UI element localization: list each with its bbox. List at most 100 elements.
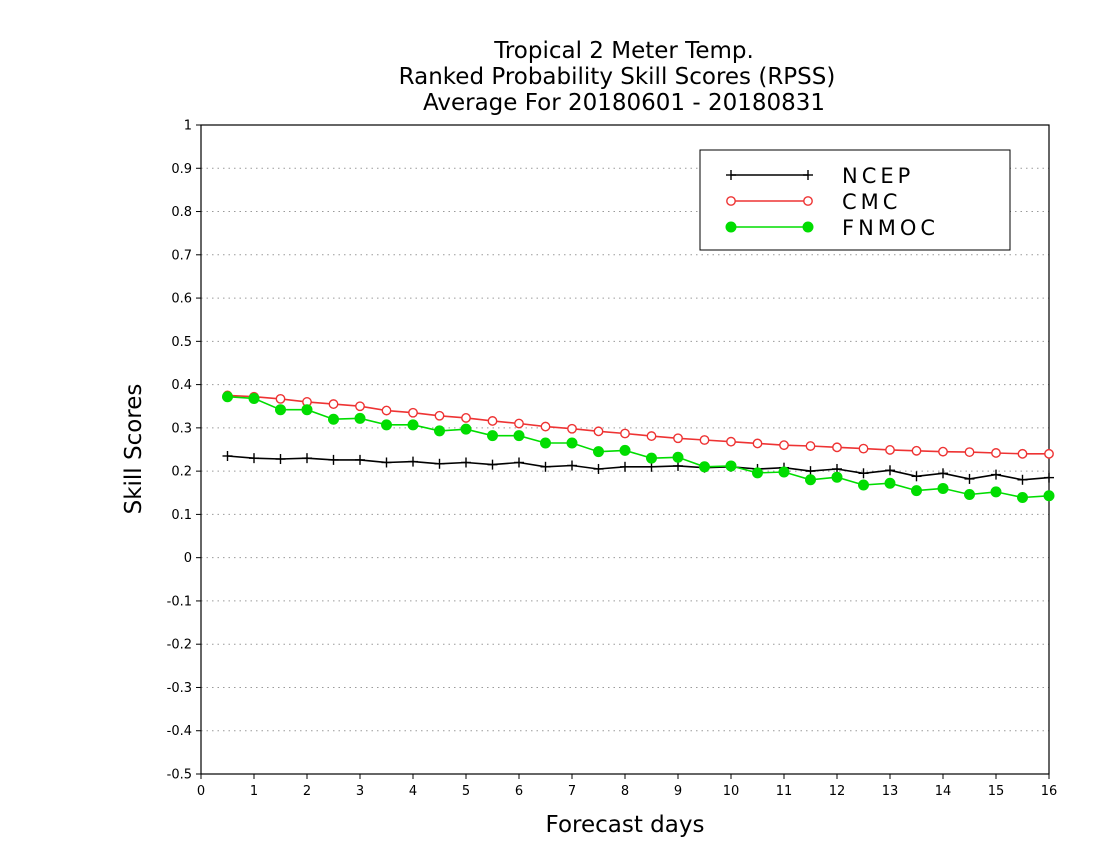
cmc-point	[805, 441, 816, 451]
x-tick-label: 10	[723, 784, 740, 799]
y-tick-label: 0.4	[171, 378, 192, 393]
ncep-point	[434, 458, 445, 469]
cmc-point	[885, 445, 895, 455]
y-tick-label: 0.5	[171, 335, 192, 350]
x-tick-label: 11	[776, 784, 793, 799]
fnmoc-point	[805, 474, 816, 486]
data-series	[222, 390, 1055, 504]
ncep-point	[249, 453, 259, 464]
legend-fnmoc-point	[802, 221, 814, 233]
cmc-point	[461, 413, 471, 423]
fnmoc-point	[964, 488, 975, 500]
fnmoc-point	[593, 446, 604, 458]
fnmoc-point	[275, 404, 286, 416]
ncep-point	[514, 457, 524, 468]
fnmoc-point	[937, 482, 949, 494]
ncep-point	[408, 456, 418, 467]
x-tick-label: 9	[674, 784, 682, 799]
x-tick-label: 8	[621, 784, 629, 799]
series-line-cmc	[227, 394, 1049, 455]
ncep-point	[593, 463, 604, 474]
cmc-point	[858, 443, 869, 454]
fnmoc-point	[858, 479, 869, 491]
ncep-point	[1017, 474, 1028, 485]
fnmoc-point	[778, 466, 790, 478]
ncep-point	[938, 468, 948, 479]
x-tick-label: 14	[935, 784, 952, 799]
series-fnmoc	[222, 391, 1055, 504]
legend-label: CMC	[842, 190, 901, 214]
fnmoc-point	[752, 467, 763, 479]
cmc-point	[1017, 448, 1028, 459]
x-tick-label: 6	[515, 784, 523, 799]
ncep-point	[222, 450, 233, 461]
series-ncep	[222, 450, 1054, 485]
cmc-point	[593, 426, 604, 437]
x-tick-label: 13	[882, 784, 899, 799]
legend-label: FNMOC	[842, 216, 939, 240]
fnmoc-point	[831, 471, 843, 483]
x-tick-label: 5	[462, 784, 470, 799]
ncep-point	[355, 454, 365, 465]
ncep-point	[487, 459, 498, 470]
series-line-fnmoc	[227, 395, 1050, 499]
ncep-point	[885, 465, 895, 476]
y-tick-label: -0.3	[167, 681, 192, 696]
ncep-point	[540, 461, 551, 472]
y-tick-label: -0.2	[167, 638, 192, 653]
cmc-point	[938, 446, 948, 457]
y-tick-label: -0.1	[167, 594, 192, 609]
legend-entry-ncep: NCEP	[726, 164, 910, 188]
fnmoc-point	[646, 452, 657, 464]
cmc-point	[620, 428, 630, 439]
y-tick-label: 0.3	[171, 421, 192, 436]
fnmoc-point	[672, 451, 684, 463]
fnmoc-point	[407, 419, 419, 431]
x-tick-label: 3	[356, 784, 364, 799]
series-line-ncep	[227, 455, 1050, 481]
cmc-point	[408, 407, 418, 418]
x-tick-label: 1	[250, 784, 258, 799]
ncep-point	[964, 473, 975, 484]
x-tick-label: 15	[988, 784, 1005, 799]
x-tick-label: 7	[568, 784, 576, 799]
cmc-point	[726, 436, 736, 447]
fnmoc-point	[725, 460, 737, 472]
x-axis-ticks: 0 1 2 3 4 5 6 7 8 9 10 11 12 13 14 15 16	[197, 774, 1057, 799]
cmc-point	[752, 438, 763, 449]
legend-entry-fnmoc: FNMOC	[725, 216, 939, 240]
legend-cmc-point	[803, 196, 813, 206]
legend-cmc-point	[726, 196, 736, 206]
fnmoc-point	[222, 391, 233, 403]
cmc-point	[832, 442, 842, 453]
fnmoc-point	[1043, 490, 1055, 502]
ncep-point	[461, 457, 471, 468]
fnmoc-point	[328, 413, 339, 425]
fnmoc-point	[487, 430, 498, 442]
y-axis-label: Skill Scores	[121, 384, 147, 515]
cmc-point	[699, 435, 710, 445]
cmc-point	[911, 445, 922, 456]
ncep-point	[858, 468, 869, 479]
y-tick-label: 1	[184, 119, 192, 134]
ncep-point	[275, 454, 286, 465]
cmc-point	[673, 433, 683, 444]
cmc-point	[1044, 448, 1054, 459]
x-tick-label: 12	[829, 784, 846, 799]
y-tick-label: 0.6	[171, 292, 192, 307]
fnmoc-point	[911, 485, 922, 497]
cmc-point	[275, 393, 286, 404]
ncep-point	[620, 461, 630, 472]
ncep-point	[911, 471, 922, 482]
fnmoc-point	[381, 419, 392, 431]
fnmoc-point	[301, 404, 313, 416]
legend-box	[699, 149, 1011, 251]
fnmoc-point	[699, 461, 710, 473]
title-line-1: Tropical 2 Meter Temp.	[493, 38, 754, 64]
fnmoc-point	[513, 430, 525, 442]
legend-fnmoc-point	[725, 221, 737, 233]
legend-ncep-point	[726, 170, 736, 180]
fnmoc-point	[434, 425, 445, 437]
cmc-point	[646, 431, 657, 441]
